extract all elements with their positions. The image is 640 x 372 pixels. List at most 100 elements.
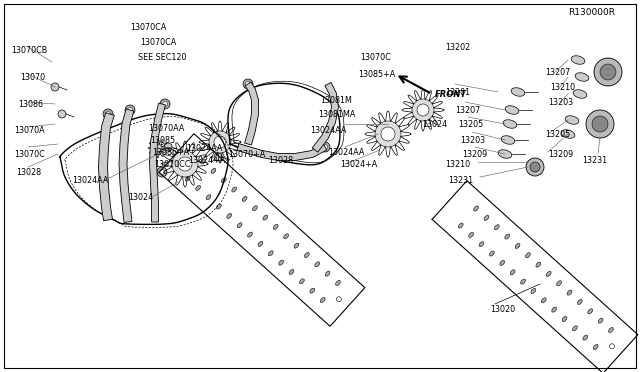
Ellipse shape (248, 232, 252, 237)
Ellipse shape (501, 136, 515, 144)
Text: 13024: 13024 (422, 119, 447, 128)
Text: 13070AA: 13070AA (148, 124, 184, 132)
Ellipse shape (320, 298, 325, 302)
Text: 13210: 13210 (445, 160, 470, 169)
Circle shape (172, 151, 198, 177)
Circle shape (125, 105, 135, 115)
Text: R130000R: R130000R (568, 7, 615, 16)
Text: 13205: 13205 (545, 129, 570, 138)
Text: 13070CA: 13070CA (130, 22, 166, 32)
Text: 13028: 13028 (16, 167, 41, 176)
Circle shape (526, 158, 544, 176)
Text: 13201: 13201 (445, 87, 470, 96)
Circle shape (320, 142, 330, 152)
Ellipse shape (479, 242, 484, 247)
Ellipse shape (474, 206, 479, 211)
Text: 13024+A: 13024+A (188, 155, 225, 164)
Ellipse shape (273, 224, 278, 230)
Circle shape (417, 104, 429, 116)
Circle shape (157, 167, 167, 177)
Circle shape (381, 127, 395, 141)
Ellipse shape (325, 271, 330, 276)
Ellipse shape (242, 196, 247, 201)
Circle shape (163, 102, 168, 106)
Text: 13209: 13209 (462, 150, 487, 158)
Circle shape (58, 110, 66, 118)
Text: 13085+A: 13085+A (358, 70, 396, 78)
Ellipse shape (258, 241, 263, 247)
Text: 13020: 13020 (490, 305, 515, 314)
Circle shape (160, 99, 170, 109)
Circle shape (159, 170, 164, 174)
Text: 13231: 13231 (582, 155, 607, 164)
Text: 13203: 13203 (460, 135, 485, 144)
Circle shape (106, 112, 111, 116)
Text: 13070C: 13070C (14, 150, 45, 158)
Ellipse shape (573, 326, 577, 331)
Ellipse shape (505, 234, 509, 239)
Ellipse shape (206, 195, 211, 200)
Ellipse shape (500, 260, 505, 266)
Ellipse shape (284, 234, 289, 239)
Ellipse shape (573, 90, 587, 98)
Ellipse shape (211, 169, 216, 173)
Ellipse shape (561, 130, 575, 138)
Circle shape (337, 297, 341, 302)
Ellipse shape (279, 260, 284, 265)
Ellipse shape (593, 344, 598, 350)
Ellipse shape (552, 307, 557, 312)
Ellipse shape (335, 280, 340, 286)
Polygon shape (150, 103, 165, 222)
Ellipse shape (498, 150, 512, 158)
Text: 13070: 13070 (20, 73, 45, 81)
Ellipse shape (577, 299, 582, 305)
Text: 13231: 13231 (448, 176, 473, 185)
Ellipse shape (263, 215, 268, 220)
Ellipse shape (511, 88, 525, 96)
Ellipse shape (196, 185, 200, 190)
Circle shape (586, 110, 614, 138)
Ellipse shape (201, 159, 205, 164)
Ellipse shape (503, 120, 517, 128)
Text: SEE SEC120: SEE SEC120 (138, 52, 186, 61)
Ellipse shape (232, 187, 237, 192)
Text: 13024AA: 13024AA (186, 144, 222, 153)
Polygon shape (237, 144, 326, 160)
Ellipse shape (237, 223, 242, 228)
Ellipse shape (562, 317, 567, 321)
Text: 13070C: 13070C (360, 52, 391, 61)
Ellipse shape (268, 251, 273, 256)
Text: FRONT: FRONT (435, 90, 467, 99)
Circle shape (243, 79, 253, 89)
Circle shape (214, 153, 222, 161)
Polygon shape (244, 82, 259, 145)
Ellipse shape (289, 269, 294, 275)
Circle shape (103, 109, 113, 119)
Polygon shape (312, 83, 339, 152)
Circle shape (530, 162, 540, 172)
Polygon shape (99, 113, 115, 221)
Ellipse shape (609, 327, 613, 333)
Ellipse shape (468, 232, 474, 237)
Text: 13024+A: 13024+A (340, 160, 377, 169)
Text: 13202: 13202 (445, 42, 470, 51)
Ellipse shape (227, 214, 232, 218)
Text: 13207: 13207 (545, 67, 570, 77)
Ellipse shape (305, 253, 309, 257)
Circle shape (127, 108, 132, 112)
Text: 13205: 13205 (458, 119, 483, 128)
Circle shape (51, 83, 59, 91)
Ellipse shape (525, 253, 531, 258)
Ellipse shape (536, 262, 541, 267)
Text: 13024AA: 13024AA (72, 176, 108, 185)
Text: 13070A: 13070A (14, 125, 45, 135)
Ellipse shape (531, 288, 536, 294)
Polygon shape (119, 109, 134, 222)
Ellipse shape (575, 73, 589, 81)
Text: 13081MA: 13081MA (318, 109, 355, 119)
Text: 13024: 13024 (128, 192, 153, 202)
Text: 13086: 13086 (18, 99, 43, 109)
Ellipse shape (315, 262, 319, 267)
Circle shape (609, 344, 614, 349)
Text: 13028: 13028 (268, 155, 293, 164)
